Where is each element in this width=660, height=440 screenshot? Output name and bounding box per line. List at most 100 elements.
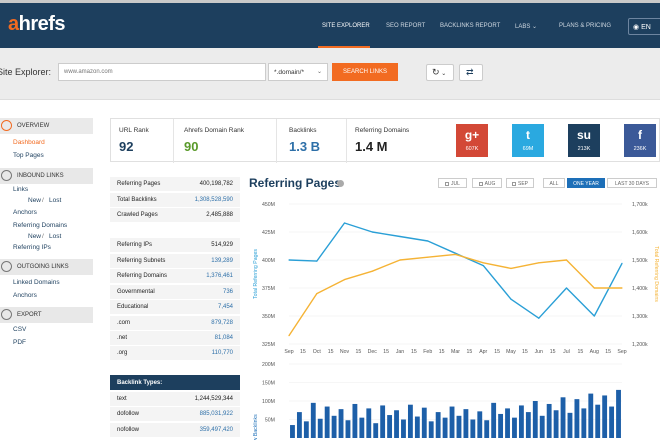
range-all[interactable]: ALL bbox=[543, 178, 565, 188]
stat-value[interactable]: 1,308,528,590 bbox=[194, 197, 233, 203]
google-plus-share[interactable]: g+ 607K bbox=[456, 124, 488, 157]
sidebar-item-anchors[interactable]: Anchors bbox=[13, 209, 37, 216]
series-point bbox=[565, 287, 568, 289]
x-tick-label: Jan bbox=[396, 349, 404, 355]
search-links-button[interactable]: SEARCH LINKS bbox=[332, 63, 398, 81]
stat-value[interactable]: 1,376,461 bbox=[206, 273, 233, 279]
range-sep[interactable]: SEP bbox=[506, 178, 534, 188]
sidebar-section-export[interactable]: EXPORT bbox=[0, 307, 93, 323]
stat-label: Referring Domains bbox=[117, 273, 168, 279]
sidebar-item-domains-new[interactable]: New bbox=[28, 233, 42, 240]
series-point bbox=[399, 259, 401, 261]
range-last-30-days[interactable]: LAST 30 DAYS bbox=[607, 178, 657, 188]
history-icon: ↻ bbox=[432, 67, 440, 77]
metric-value: 92 bbox=[119, 139, 134, 154]
sidebar-item-referring-domains[interactable]: Referring Domains bbox=[13, 222, 68, 229]
stat-value[interactable]: 7,454 bbox=[217, 304, 233, 310]
nav-plans-pricing[interactable]: PLANS & PRICING bbox=[559, 23, 612, 29]
sidebar-item-links-lost[interactable]: Lost bbox=[49, 197, 62, 204]
sidebar-item-dashboard[interactable]: Dashboard bbox=[13, 139, 45, 146]
series-point bbox=[427, 256, 429, 258]
sidebar-section-label: INBOUND LINKS bbox=[17, 173, 64, 179]
sidebar-item-links[interactable]: Links bbox=[13, 186, 29, 193]
range-label: SEP bbox=[517, 181, 528, 187]
bar bbox=[588, 393, 594, 438]
stat-value[interactable]: 879,728 bbox=[211, 320, 233, 326]
sidebar-section-overview[interactable]: OVERVIEW bbox=[0, 118, 93, 134]
stat-value[interactable]: 359,497,420 bbox=[199, 427, 233, 433]
bar bbox=[491, 402, 497, 438]
bar bbox=[505, 408, 510, 438]
settings-button[interactable]: ⇄ bbox=[459, 64, 483, 81]
bar bbox=[602, 395, 608, 438]
series-point bbox=[454, 252, 457, 254]
bar bbox=[421, 407, 427, 438]
metric-label: Ahrefs Domain Rank bbox=[184, 127, 244, 134]
range-aug[interactable]: AUG bbox=[472, 178, 502, 188]
google-plus-icon: g+ bbox=[464, 128, 480, 142]
help-icon[interactable] bbox=[337, 180, 344, 187]
metric-value: 1.4 M bbox=[355, 139, 388, 154]
stat-label: dofollow bbox=[117, 411, 140, 417]
sidebar-item-pdf[interactable]: PDF bbox=[13, 339, 26, 346]
nav-site-explorer[interactable]: SITE EXPLORER bbox=[322, 23, 370, 29]
nav-backlinks-report[interactable]: BACKLINKS REPORT bbox=[440, 23, 501, 29]
sidebar-section-inbound-links[interactable]: INBOUND LINKS bbox=[0, 168, 93, 184]
stat-label: .org bbox=[117, 350, 128, 356]
x-tick-label: Jun bbox=[535, 349, 543, 355]
x-minor-tick-label: 15 bbox=[494, 349, 500, 355]
sidebar-item-links-new[interactable]: New bbox=[28, 197, 42, 204]
series-point bbox=[538, 262, 540, 264]
bar bbox=[546, 403, 552, 438]
sidebar-item-top-pages[interactable]: Top Pages bbox=[13, 152, 44, 159]
stat-label: nofollow bbox=[117, 427, 140, 433]
series-point bbox=[316, 293, 318, 295]
bar bbox=[387, 415, 393, 438]
stat-value[interactable]: 885,031,922 bbox=[199, 411, 233, 417]
stat-row: Referring Pages 400,198,782 bbox=[110, 177, 240, 192]
bar bbox=[290, 425, 295, 438]
stat-row: Total Backlinks 1,308,528,590 bbox=[110, 193, 240, 208]
bar bbox=[310, 402, 316, 438]
series-line bbox=[288, 253, 622, 336]
chevron-down-icon: ⌄ bbox=[316, 69, 322, 75]
nav-seo-report[interactable]: SEO REPORT bbox=[386, 23, 426, 29]
sidebar-item-csv[interactable]: CSV bbox=[13, 326, 27, 333]
y-tick-label-left: 375M bbox=[262, 286, 275, 292]
sidebar-item-referring-ips[interactable]: Referring IPs bbox=[13, 244, 51, 251]
ahrefs-logo[interactable]: ahrefs bbox=[8, 13, 66, 36]
series-point bbox=[371, 270, 373, 272]
stat-label: Educational bbox=[117, 304, 149, 310]
range-jul[interactable]: JUL bbox=[438, 178, 467, 188]
stat-row: Referring Subnets 139,289 bbox=[110, 254, 240, 269]
referring-pages-chart: 450M 425M 400M 375M 350M 325M 1,700k 1,600k 1,50… bbox=[253, 202, 659, 440]
stat-value[interactable]: 81,084 bbox=[214, 335, 233, 341]
metric-domain-rank: Ahrefs Domain Rank 90 bbox=[174, 119, 277, 163]
search-mode-select[interactable]: *.domain/* ⌄ bbox=[268, 63, 328, 81]
range-one-year[interactable]: ONE YEAR bbox=[567, 178, 605, 188]
sidebar-item-linked-domains[interactable]: Linked Domains bbox=[13, 279, 60, 286]
metric-value[interactable]: 1.3 B bbox=[289, 139, 321, 154]
y-tick-label-left: 400M bbox=[262, 258, 275, 264]
bar bbox=[324, 406, 330, 438]
sidebar-item-anchors-out[interactable]: Anchors bbox=[13, 292, 37, 299]
stat-label: Referring IPs bbox=[117, 242, 153, 248]
search-label: Site Explorer: bbox=[0, 67, 52, 77]
sidebar-item-domains-lost[interactable]: Lost bbox=[49, 233, 62, 240]
share-count: 607K bbox=[465, 146, 479, 152]
bar bbox=[338, 409, 344, 438]
stumbleupon-share[interactable]: su 213K bbox=[568, 124, 600, 157]
facebook-icon: f bbox=[638, 128, 642, 142]
stat-value[interactable]: 736 bbox=[222, 289, 233, 295]
search-input[interactable] bbox=[58, 63, 266, 81]
language-select[interactable]: ◉ EN bbox=[628, 18, 660, 35]
history-button[interactable]: ↻ ⌄ bbox=[426, 64, 454, 81]
twitter-share[interactable]: t 69M bbox=[512, 124, 544, 157]
stat-value[interactable]: 110,770 bbox=[211, 350, 233, 356]
sidebar-section-outgoing-links[interactable]: OUTGOING LINKS bbox=[0, 259, 93, 275]
language-label: EN bbox=[641, 24, 651, 31]
stat-value[interactable]: 139,289 bbox=[211, 258, 233, 264]
facebook-share[interactable]: f 236K bbox=[624, 124, 656, 157]
sidebar-section-label: OUTGOING LINKS bbox=[17, 264, 69, 270]
nav-labs[interactable]: LABS ⌄ bbox=[515, 23, 537, 30]
